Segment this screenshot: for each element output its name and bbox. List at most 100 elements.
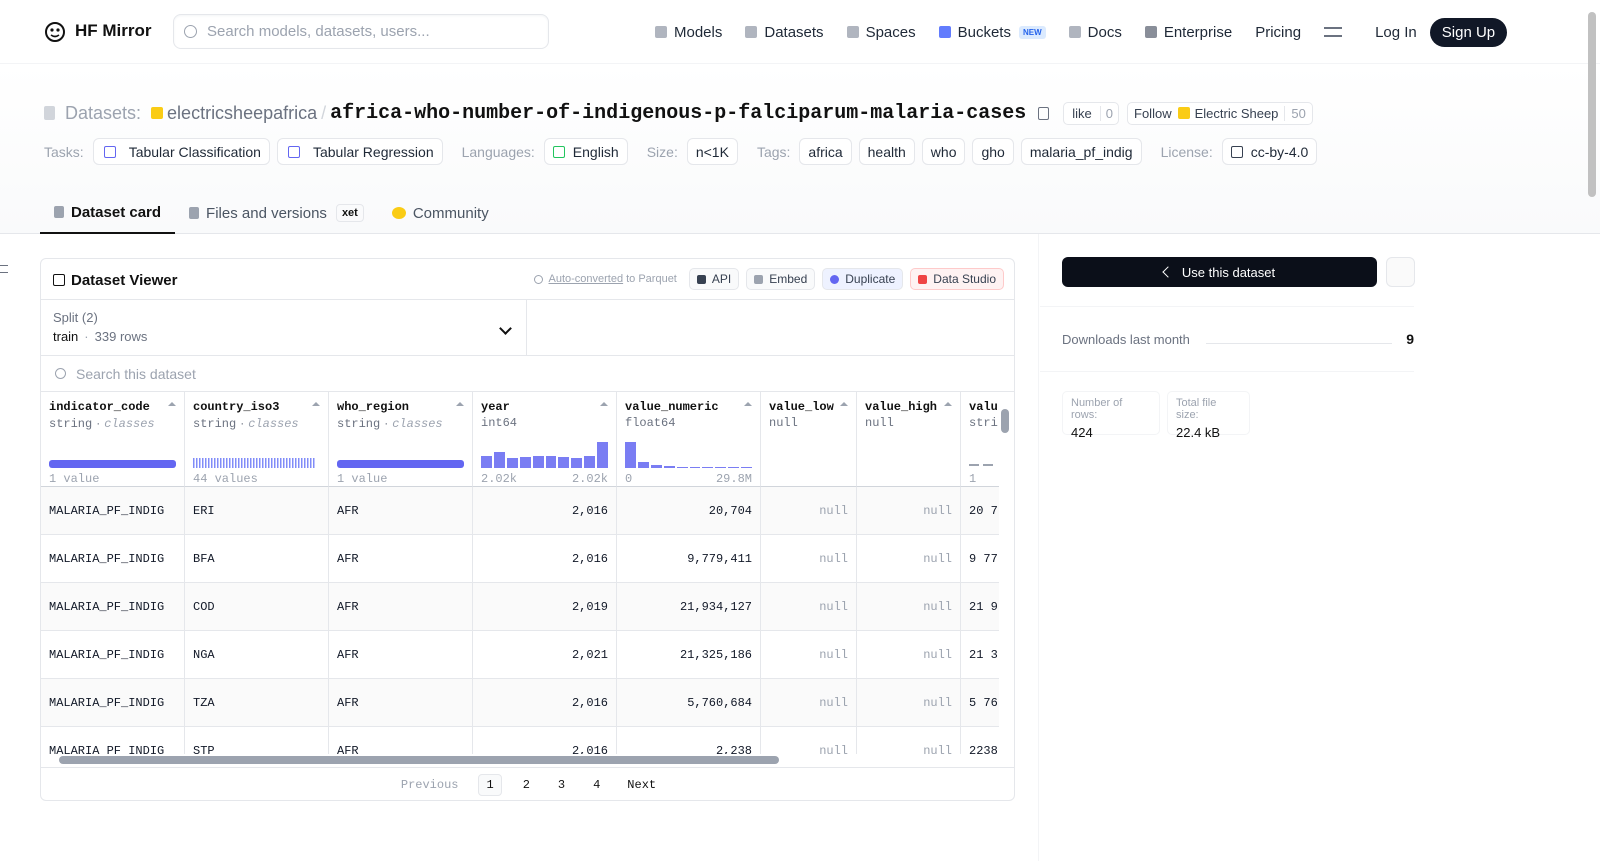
column-summary: 1 value	[337, 472, 388, 486]
split-section[interactable]: Split (2) train · 339 rows	[41, 299, 527, 355]
tag[interactable]: cc-by-4.0	[1221, 138, 1318, 165]
nav-link[interactable]: Datasets	[745, 24, 824, 41]
page-next[interactable]: Next	[627, 778, 657, 792]
tag-text: Tabular Regression	[312, 143, 434, 160]
page-number[interactable]: 1	[478, 774, 502, 796]
tag[interactable]: gho	[972, 138, 1014, 165]
column-type: string · classes	[193, 416, 320, 431]
page-number[interactable]: 3	[557, 778, 566, 792]
more-menu[interactable]	[1324, 27, 1343, 37]
column-header[interactable]: who_region string · classes 1 value	[329, 392, 473, 487]
follow-button[interactable]: Follow Electric Sheep 50	[1127, 101, 1313, 125]
nav-link[interactable]: Pricing	[1255, 24, 1301, 41]
histogram-bar[interactable]	[715, 466, 727, 468]
histogram-bar[interactable]	[676, 466, 688, 468]
histogram-max: 29.8M	[715, 472, 752, 486]
histogram-bar[interactable]	[728, 466, 740, 468]
signup[interactable]: Sign Up	[1429, 17, 1508, 47]
table-cell: null	[761, 535, 857, 583]
column-header[interactable]: valu stri 1	[961, 392, 999, 487]
tag[interactable]: n<1K	[686, 138, 738, 165]
histogram-bar[interactable]	[637, 461, 649, 468]
histogram-bar[interactable]	[481, 455, 492, 468]
tab[interactable]: Dataset card	[40, 192, 176, 234]
tag[interactable]: health	[858, 138, 915, 165]
nav-link[interactable]: Buckets NEW	[938, 23, 1046, 41]
auto-converted-link[interactable]: Auto-converted	[548, 273, 624, 285]
table-cell: null	[857, 679, 961, 727]
action-icon	[754, 274, 764, 284]
tabs: Dataset card Files and versions xet Communi…	[40, 192, 503, 234]
column-header[interactable]: value_numeric float64 0 29.8M	[617, 392, 761, 487]
table-cell: 20,704	[617, 487, 761, 535]
sort-icon	[168, 402, 176, 406]
histogram-bar[interactable]	[532, 455, 544, 468]
viewer-search[interactable]: Search this dataset	[41, 355, 1014, 392]
page-previous[interactable]: Previous	[400, 778, 459, 792]
nav-link[interactable]: Docs	[1068, 23, 1122, 41]
histogram-bar[interactable]	[741, 466, 753, 468]
owner[interactable]: electricsheepafrica	[167, 102, 318, 123]
vertical-scrollbar[interactable]	[1001, 409, 1009, 433]
histogram-bar[interactable]	[571, 457, 583, 468]
viewer-action[interactable]: Duplicate	[822, 268, 904, 290]
tag-text: gho	[981, 143, 1005, 160]
search-box[interactable]: Search models, datasets, users...	[173, 14, 549, 49]
tag[interactable]: malaria_pf_indig	[1020, 138, 1142, 165]
more-button[interactable]	[1386, 257, 1415, 287]
column-header[interactable]: year int64 2.02k 2.02k	[473, 392, 617, 487]
split-name: train	[53, 329, 79, 344]
histogram-bar[interactable]	[702, 466, 714, 468]
like-button[interactable]: like 0	[1063, 101, 1120, 125]
horizontal-scrollbar[interactable]	[59, 756, 779, 764]
histogram-bar[interactable]	[597, 442, 609, 468]
login[interactable]: Log In	[1375, 23, 1417, 41]
nav-link[interactable]: Models	[655, 24, 722, 41]
histogram-bar[interactable]	[545, 455, 557, 468]
nav-link-text: Docs	[1087, 23, 1122, 41]
tab-icon	[54, 206, 64, 218]
page-number[interactable]: 2	[522, 778, 530, 792]
use-dataset-button[interactable]: Use this dataset	[1062, 257, 1377, 287]
repo-name[interactable]: africa-who-number-of-indigenous-p-falcip…	[330, 101, 1027, 125]
tag[interactable]: who	[921, 138, 966, 165]
action-text: Data Studio	[933, 272, 996, 286]
brand[interactable]: HF Mirror	[75, 21, 152, 40]
nav-link-text: Buckets	[957, 23, 1011, 41]
table-cell: 2,016	[473, 679, 617, 727]
column-header[interactable]: country_iso3 string · classes 44 values	[185, 392, 329, 487]
tag[interactable]: Tabular Classification	[92, 138, 270, 165]
tag[interactable]: Tabular Regression	[276, 138, 443, 165]
tag[interactable]: africa	[799, 138, 852, 165]
copy-icon[interactable]	[1038, 106, 1050, 120]
column-name: who_region	[337, 400, 410, 414]
histogram-bar[interactable]	[506, 457, 518, 468]
nav-link[interactable]: Spaces	[846, 24, 916, 41]
tag[interactable]: English	[543, 138, 628, 165]
histogram-bar[interactable]	[625, 442, 636, 468]
column-header[interactable]: value_high null	[857, 392, 961, 487]
action-icon	[918, 274, 928, 284]
tab[interactable]: Community	[378, 192, 503, 234]
page-number[interactable]: 4	[593, 778, 601, 792]
viewer-action[interactable]: Embed	[746, 268, 816, 290]
column-header[interactable]: value_low null	[761, 392, 857, 487]
sidebar-toggle[interactable]	[0, 265, 8, 273]
histogram-bar[interactable]	[584, 455, 596, 468]
histogram-bar[interactable]	[493, 452, 505, 468]
tag-icon	[287, 145, 300, 158]
histogram-bar[interactable]	[663, 465, 675, 468]
histogram-bar[interactable]	[519, 456, 531, 468]
nav-link-text: Pricing	[1255, 23, 1302, 41]
new-badge: NEW	[1018, 25, 1046, 39]
histogram-bar[interactable]	[558, 456, 570, 468]
viewer-action[interactable]: Data Studio	[910, 268, 1004, 290]
viewer-action[interactable]: API	[688, 268, 740, 290]
histogram-bar[interactable]	[650, 464, 662, 468]
tab[interactable]: Files and versions xet	[175, 192, 378, 234]
page-scrollbar[interactable]	[1588, 12, 1596, 197]
table-cell: 5,760,684	[617, 679, 761, 727]
histogram-bar[interactable]	[689, 466, 701, 468]
column-header[interactable]: indicator_code string · classes 1 value	[41, 392, 185, 487]
nav-link[interactable]: Enterprise	[1144, 24, 1232, 41]
